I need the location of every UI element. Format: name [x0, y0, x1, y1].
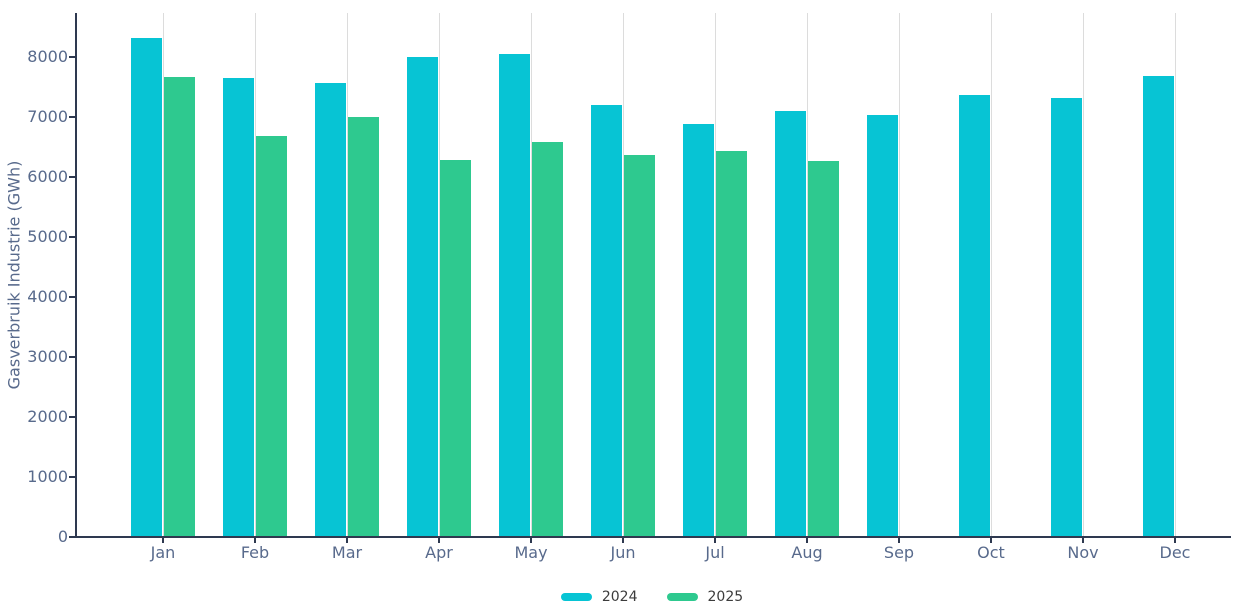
y-tick-mark-7000	[69, 116, 75, 118]
y-tick-mark-1000	[69, 476, 75, 478]
gridline-Jun	[622, 13, 624, 537]
y-tick-label-7000: 7000	[27, 107, 68, 126]
y-tick-mark-5000	[69, 236, 75, 238]
legend-item-2025[interactable]: 2025	[666, 589, 744, 605]
gridline-Sep	[898, 13, 900, 537]
y-tick-label-2000: 2000	[27, 407, 68, 426]
bar-2024-Dec[interactable]	[1143, 75, 1174, 537]
legend-item-2024[interactable]: 2024	[560, 589, 638, 605]
gridline-Jul	[714, 13, 716, 537]
y-tick-label-3000: 3000	[27, 347, 68, 366]
gridline-Nov	[1082, 13, 1084, 537]
y-tick-mark-3000	[69, 356, 75, 358]
y-axis-line	[75, 13, 77, 538]
x-tick-label-Jun: Jun	[610, 543, 636, 562]
bar-2025-Jan[interactable]	[164, 77, 195, 537]
bar-2024-Apr[interactable]	[407, 57, 438, 537]
x-tick-label-Mar: Mar	[331, 543, 363, 562]
gridline-Aug	[806, 13, 808, 537]
bar-2024-Sep[interactable]	[867, 115, 898, 537]
x-tick-label-Oct: Oct	[977, 543, 1005, 562]
y-tick-mark-6000	[69, 176, 75, 178]
y-tick-label-8000: 8000	[27, 47, 68, 66]
x-tick-mark-Jul	[714, 538, 716, 543]
x-tick-label-Jan: Jan	[150, 543, 176, 562]
x-tick-mark-Nov	[1082, 538, 1084, 543]
x-axis-line	[75, 536, 1231, 538]
x-tick-mark-Sep	[898, 538, 900, 543]
y-tick-label-5000: 5000	[27, 227, 68, 246]
gridline-Dec	[1174, 13, 1176, 537]
x-tick-label-Sep: Sep	[883, 543, 915, 562]
x-tick-label-Dec: Dec	[1159, 543, 1191, 562]
bar-2025-Apr[interactable]	[440, 160, 471, 537]
x-tick-mark-Apr	[438, 538, 440, 543]
x-tick-label-Aug: Aug	[791, 543, 823, 562]
x-tick-label-May: May	[514, 543, 548, 562]
bar-2025-Jul[interactable]	[716, 150, 747, 537]
bar-2024-Jan[interactable]	[131, 37, 162, 537]
x-tick-mark-Jun	[622, 538, 624, 543]
bar-2025-Mar[interactable]	[348, 117, 379, 537]
x-tick-mark-Oct	[990, 538, 992, 543]
bar-2024-May[interactable]	[499, 54, 530, 537]
bar-2024-Jun[interactable]	[591, 105, 622, 537]
x-tick-mark-May	[530, 538, 532, 543]
legend-swatch-2024	[560, 593, 592, 601]
gridline-Mar	[346, 13, 348, 537]
legend-label-2025: 2025	[707, 589, 744, 605]
x-tick-mark-Aug	[806, 538, 808, 543]
gridline-Oct	[990, 13, 992, 537]
gridline-May	[530, 13, 532, 537]
y-tick-mark-0	[69, 536, 75, 538]
bar-2024-Jul[interactable]	[683, 124, 714, 537]
bar-2025-Aug[interactable]	[808, 161, 839, 537]
x-tick-mark-Dec	[1174, 538, 1176, 543]
y-tick-label-0: 0	[57, 527, 68, 546]
gridline-Jan	[162, 13, 164, 537]
legend-swatch-2025	[666, 593, 698, 601]
y-tick-mark-2000	[69, 416, 75, 418]
y-tick-mark-8000	[69, 56, 75, 58]
gridline-Feb	[254, 13, 256, 537]
bar-2025-Feb[interactable]	[256, 135, 287, 537]
y-tick-mark-4000	[69, 296, 75, 298]
y-tick-label-1000: 1000	[27, 467, 68, 486]
y-tick-label-4000: 4000	[27, 287, 68, 306]
x-tick-mark-Mar	[346, 538, 348, 543]
bar-2025-Jun[interactable]	[624, 155, 655, 537]
x-tick-label-Apr: Apr	[425, 543, 453, 562]
x-tick-label-Nov: Nov	[1067, 543, 1099, 562]
x-tick-mark-Jan	[162, 538, 164, 543]
y-tick-label-6000: 6000	[27, 167, 68, 186]
bar-2024-Oct[interactable]	[959, 94, 990, 537]
bar-2024-Feb[interactable]	[223, 78, 254, 537]
bar-2024-Nov[interactable]	[1051, 98, 1082, 537]
legend-label-2024: 2024	[601, 589, 638, 605]
x-tick-label-Feb: Feb	[240, 543, 270, 562]
legend: 2024 2025	[0, 589, 1236, 605]
x-tick-label-Jul: Jul	[705, 543, 725, 562]
x-tick-mark-Feb	[254, 538, 256, 543]
bar-2025-May[interactable]	[532, 141, 563, 537]
gridline-Apr	[438, 13, 440, 537]
bar-2024-Mar[interactable]	[315, 83, 346, 537]
bar-2024-Aug[interactable]	[775, 111, 806, 537]
